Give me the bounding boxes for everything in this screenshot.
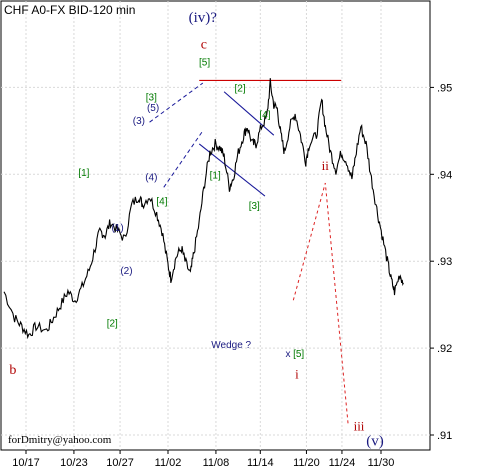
y-tick-label: .92 xyxy=(437,343,452,355)
wave-label-minute: (4) xyxy=(145,172,157,183)
wedge-annotation: Wedge ? xyxy=(211,340,251,351)
wave-label-minor: [5] xyxy=(199,58,210,69)
wave-label-minute: (3) xyxy=(133,116,145,127)
wave-label-minor: [3] xyxy=(146,92,157,103)
wave-label-red: ii xyxy=(322,158,330,173)
wave-label-minor: [2] xyxy=(235,84,246,95)
wave-label-major: (iv)? xyxy=(189,10,218,26)
x-tick-label: 11/20 xyxy=(293,457,320,469)
wave-label-minute: (1) xyxy=(111,223,123,234)
wave-label-minor: [4] xyxy=(156,197,167,208)
x-tick-label: 11/24 xyxy=(329,457,356,469)
wedge-channel-line xyxy=(223,91,275,136)
x-tick-label: 11/08 xyxy=(203,457,230,469)
wave-label-minor: [1] xyxy=(210,171,221,182)
y-tick-label: .94 xyxy=(437,169,452,181)
projection-path xyxy=(292,182,349,427)
chart-title: CHF A0-FX BID-120 min xyxy=(4,3,135,17)
wave-label-minor: [2] xyxy=(107,318,118,329)
wave-label-minute: (5) xyxy=(147,103,159,114)
x-tick-label: 10/17 xyxy=(12,457,40,469)
y-tick-label: .93 xyxy=(437,256,452,268)
y-axis: .95 .94 .93 .92 .91 xyxy=(430,82,452,442)
wave-label-major: (v) xyxy=(366,433,384,449)
wave-label-minor: [3] xyxy=(249,201,260,212)
wave-labels: [1][2][3][4][5][1][2][3][4][5](1)(2)(3)(… xyxy=(9,10,383,449)
rising-channel-line xyxy=(163,130,204,188)
x-tick-label: 11/02 xyxy=(155,457,182,469)
y-tick-label: .95 xyxy=(437,82,452,94)
wave-label-minute: (2) xyxy=(120,266,132,277)
chart-footer: forDmitry@yahoo.com xyxy=(8,434,112,446)
grid xyxy=(1,1,430,450)
x-tick-label: 11/14 xyxy=(247,457,274,469)
wave-label-red: i xyxy=(295,367,299,382)
x-tick-label: 11/30 xyxy=(368,457,395,469)
wave-label-minor: [4] xyxy=(259,110,270,121)
wave-label-minor: [5] xyxy=(293,349,304,360)
wave-label-minor: [1] xyxy=(78,168,89,179)
wave-label-red: b xyxy=(9,363,16,378)
x-axis: 10/17 10/23 10/27 11/02 11/08 11/14 11/20 11/24… xyxy=(12,450,394,469)
wave-label-red: c xyxy=(201,37,207,52)
price-line xyxy=(3,78,404,340)
y-tick-label: .91 xyxy=(437,430,452,442)
x-tick-label: 10/23 xyxy=(60,457,88,469)
wave-label-red: iii xyxy=(354,419,365,434)
x-tick-label: 10/27 xyxy=(106,457,134,469)
wave-label-minute: x xyxy=(286,349,291,360)
